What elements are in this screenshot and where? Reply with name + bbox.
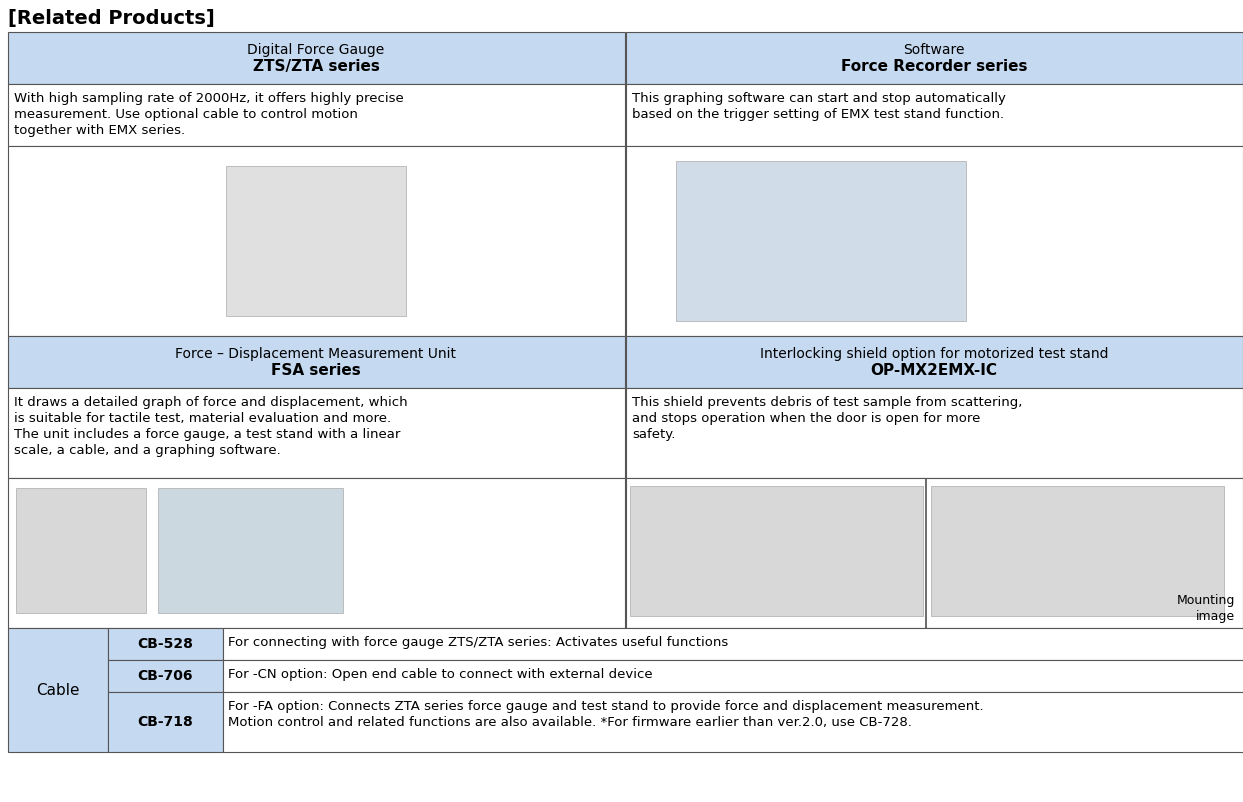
Bar <box>7 85 625 147</box>
Text: CB-528: CB-528 <box>137 636 193 650</box>
Text: With high sampling rate of 2000Hz, it offers highly precise
measurement. Use opt: With high sampling rate of 2000Hz, it of… <box>14 92 404 137</box>
Text: It draws a detailed graph of force and displacement, which
is suitable for tacti: It draws a detailed graph of force and d… <box>14 395 408 456</box>
Bar <box>7 337 625 388</box>
Bar <box>626 85 1243 147</box>
Text: ZTS/ZTA series: ZTS/ZTA series <box>252 59 379 74</box>
Text: For connecting with force gauge ZTS/ZTA series: Activates useful functions: For connecting with force gauge ZTS/ZTA … <box>227 635 728 648</box>
Text: This shield prevents debris of test sample from scattering,
and stops operation : This shield prevents debris of test samp… <box>631 395 1023 440</box>
Text: OP-MX2EMX-IC: OP-MX2EMX-IC <box>870 363 997 378</box>
Text: Software: Software <box>904 43 965 57</box>
Bar <box>7 479 625 628</box>
Text: CB-706: CB-706 <box>137 668 193 683</box>
Text: Force – Displacement Measurement Unit: Force – Displacement Measurement Unit <box>175 346 456 361</box>
Bar <box>626 337 1243 388</box>
Text: Force Recorder series: Force Recorder series <box>840 59 1027 74</box>
Text: This graphing software can start and stop automatically
based on the trigger set: This graphing software can start and sto… <box>631 92 1006 121</box>
Bar <box>676 162 966 322</box>
Bar <box>222 660 1243 692</box>
Text: CB-718: CB-718 <box>137 714 193 728</box>
Bar <box>108 628 222 660</box>
Bar <box>626 388 1243 479</box>
Bar <box>931 486 1224 616</box>
Bar <box>7 147 625 337</box>
Text: FSA series: FSA series <box>271 363 360 378</box>
Text: For -FA option: Connects ZTA series force gauge and test stand to provide force : For -FA option: Connects ZTA series forc… <box>227 699 983 728</box>
Bar <box>16 488 145 614</box>
Text: [Related Products]: [Related Products] <box>7 9 215 28</box>
Bar <box>108 692 222 752</box>
Bar <box>108 660 222 692</box>
Text: Digital Force Gauge: Digital Force Gauge <box>247 43 384 57</box>
Text: Interlocking shield option for motorized test stand: Interlocking shield option for motorized… <box>759 346 1109 361</box>
Bar <box>7 628 108 752</box>
Bar <box>7 388 625 479</box>
Bar <box>222 692 1243 752</box>
Bar <box>7 33 625 85</box>
Bar <box>626 479 1243 628</box>
Bar <box>158 488 343 614</box>
Bar <box>222 628 1243 660</box>
Bar <box>626 147 1243 337</box>
Bar <box>226 167 406 317</box>
Bar <box>626 33 1243 85</box>
Text: Cable: Cable <box>36 683 80 697</box>
Text: For -CN option: Open end cable to connect with external device: For -CN option: Open end cable to connec… <box>227 667 653 680</box>
Bar <box>630 486 924 616</box>
Text: Mounting
image: Mounting image <box>1177 593 1236 622</box>
